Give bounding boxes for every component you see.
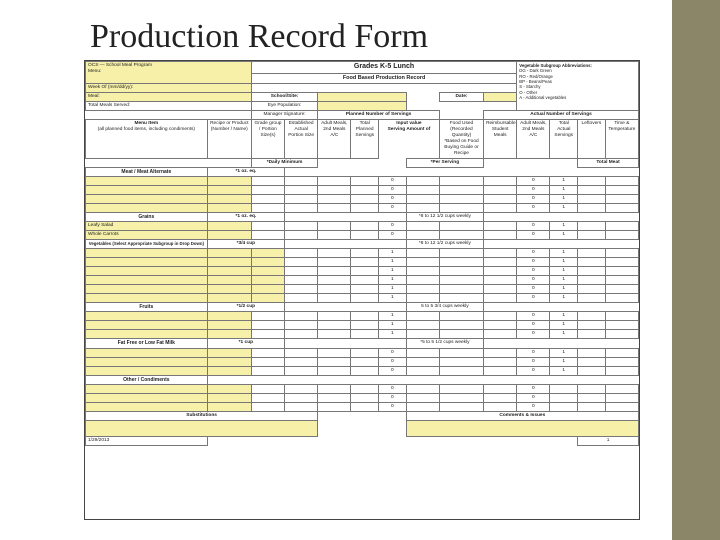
- veg-subgroup-box: Vegetable Subgroup Abbreviations: DG - D…: [517, 62, 639, 111]
- page-title: Production Record Form: [90, 18, 428, 56]
- sec-other: Other / Condiments: [86, 375, 208, 384]
- col-food-used: Food Used (Recorded Quantity) *Based on …: [439, 119, 483, 158]
- col-leftover: Leftovers: [578, 119, 606, 158]
- veg-row: 101: [86, 294, 639, 303]
- pop-label: Eye Population:: [251, 101, 317, 110]
- sec-milk: Fat Free or Low Fat Milk: [86, 339, 208, 348]
- milk-row: 001: [86, 366, 639, 375]
- fruit-wk: 5 to 5 3/4 cups weekly: [406, 303, 483, 312]
- footer-page: 1: [578, 436, 639, 445]
- school-site-label: School/Site:: [251, 92, 317, 101]
- veg-row: 101: [86, 258, 639, 267]
- col-grade-planned: Grade group / Portion Size(s): [251, 119, 284, 158]
- veg-req: *3/4 cup: [207, 240, 284, 249]
- other-row: 00: [86, 402, 639, 411]
- mgr-label: Manager Signature:: [251, 110, 317, 119]
- col-adults3: Adult Meals, 2nd Meals A/C: [517, 119, 550, 158]
- planned-hdr: Planned Number of Servings: [318, 110, 440, 119]
- comments-label: Comments & Issues: [406, 411, 638, 420]
- total-meals-label: Total Meals Served:: [86, 101, 252, 110]
- week-field[interactable]: Week Of (mm/dd/yy):: [86, 83, 252, 92]
- meat-row: 001: [86, 185, 639, 194]
- col-adults1: Adult Meals, 2nd Meals A/C: [318, 119, 351, 158]
- col-menu-item: Menu Item (all planned food items, inclu…: [86, 119, 208, 158]
- meal-field[interactable]: Meal:: [86, 92, 252, 101]
- grains-wk: *8 to 12 1/2 cups weekly: [406, 212, 483, 221]
- daily-min-label: *Daily Minimum: [251, 158, 317, 167]
- veg-wk: *8 to 12 1/2 cups weekly: [406, 240, 483, 249]
- doc-subtitle: Food Based Production Record: [251, 73, 516, 83]
- date-label: Date:: [439, 92, 483, 101]
- meat-row: 001: [86, 194, 639, 203]
- col-actual-total: Total Actual Servings: [550, 119, 578, 158]
- other-row: 00: [86, 393, 639, 402]
- veg-row: 101: [86, 285, 639, 294]
- col-reimb: Reimbursable Student Meals: [484, 119, 517, 158]
- sub6: A - Additional vegetables: [519, 95, 636, 100]
- fruit-row: 101: [86, 321, 639, 330]
- fruit-row: 101: [86, 312, 639, 321]
- fruit-row: 101: [86, 330, 639, 339]
- sec-fruit: Fruits: [86, 303, 208, 312]
- subs-label: Substitutions: [86, 411, 318, 420]
- comments-input[interactable]: [406, 420, 638, 436]
- milk-wk: *5 to 5 1/2 cups weekly: [406, 339, 483, 348]
- sec-veg: Vegetables (Select Appropriate Subgroup …: [86, 240, 208, 249]
- form-table: OCS — School Meal Program Menu: Grades K…: [85, 61, 639, 446]
- total-meat-label2: Total Meat: [578, 158, 639, 167]
- col-serving-amt: Input value Serving Amount of: [379, 119, 440, 158]
- veg-row: 101: [86, 249, 639, 258]
- meat-row: 001: [86, 176, 639, 185]
- other-row: 00: [86, 384, 639, 393]
- col-grade-actual: Established Actual Portion Size: [285, 119, 318, 158]
- grain-row: Leafy Salad001: [86, 222, 639, 231]
- fruit-req: *1/2 cup: [207, 303, 284, 312]
- meat-req: *1 oz. eq.: [207, 167, 284, 176]
- sec-grains: Grains: [86, 212, 208, 221]
- school-site-input[interactable]: [318, 92, 406, 101]
- pop-input[interactable]: [318, 101, 406, 110]
- col-total-planned: Total Planned Servings: [351, 119, 379, 158]
- grains-req: *1 oz. eq.: [207, 212, 284, 221]
- production-record-form: OCS — School Meal Program Menu: Grades K…: [84, 60, 640, 520]
- hdr-menu: Menu:: [88, 69, 249, 75]
- milk-req: *1 cup: [207, 339, 284, 348]
- milk-row: 001: [86, 357, 639, 366]
- footer-date: 1/29/2013: [86, 436, 208, 445]
- actual-hdr: Actual Number of Servings: [484, 110, 639, 119]
- date-input[interactable]: [484, 92, 517, 101]
- menu-field[interactable]: OCS — School Meal Program Menu:: [86, 62, 252, 84]
- subs-input[interactable]: [86, 420, 318, 436]
- veg-row: 101: [86, 267, 639, 276]
- decorative-sidebar: [672, 0, 720, 540]
- per-serving-label: *Per Serving: [406, 158, 483, 167]
- sec-meat: Meat / Meat Alternate: [86, 167, 208, 176]
- meat-row: 001: [86, 203, 639, 212]
- veg-row: 101: [86, 276, 639, 285]
- grain-row: Whole Carrots001: [86, 231, 639, 240]
- doc-title: Grades K-5 Lunch: [251, 62, 516, 74]
- milk-row: 001: [86, 348, 639, 357]
- col-temp: Time & Temperature: [605, 119, 638, 158]
- col-recipe: Recipe or Product (Number / Name): [207, 119, 251, 158]
